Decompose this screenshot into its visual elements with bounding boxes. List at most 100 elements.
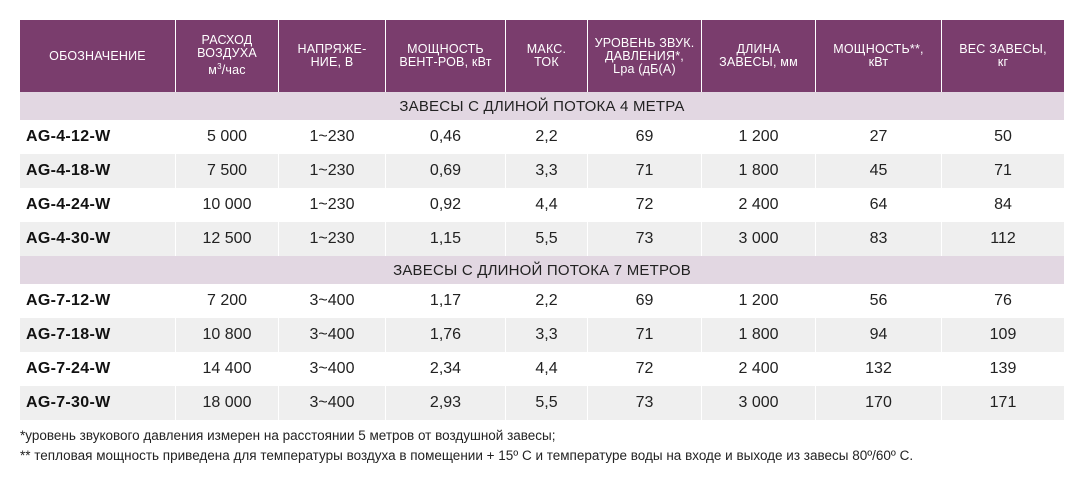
table-cell: 56 — [816, 284, 942, 318]
table-cell: 3~400 — [279, 386, 386, 420]
column-header-max-current: МАКС. ТОК — [506, 20, 588, 92]
table-cell: 7 200 — [176, 284, 279, 318]
table-cell: 83 — [816, 222, 942, 256]
table-cell: 3~400 — [279, 318, 386, 352]
table-cell: 3,3 — [506, 154, 588, 188]
table-cell: 1 200 — [702, 120, 816, 154]
table-cell: 1,15 — [386, 222, 506, 256]
table-cell: 3 000 — [702, 222, 816, 256]
table-cell: 3~400 — [279, 352, 386, 386]
table-cell: 1,76 — [386, 318, 506, 352]
table-header-row: ОБОЗНАЧЕНИЕ РАСХОД ВОЗДУХА м3/час НАПРЯЖ… — [20, 20, 1064, 92]
table-cell: 71 — [588, 154, 702, 188]
group-header-row: ЗАВЕСЫ С ДЛИНОЙ ПОТОКА 4 МЕТРА — [20, 92, 1064, 120]
table-row: AG-4-18-W 7 500 1~230 0,69 3,3 71 1 800 45 71 — [20, 154, 1064, 188]
table-cell: 50 — [994, 128, 1012, 145]
column-header-weight: ВЕС ЗАВЕСЫ, кг — [942, 20, 1064, 92]
table-cell: 64 — [816, 188, 942, 222]
column-header-curtain-length: ДЛИНА ЗАВЕСЫ, мм — [702, 20, 816, 92]
header-text: НИЕ, В — [310, 55, 354, 69]
table-cell: 1~230 — [279, 120, 386, 154]
header-text: ВЕС ЗАВЕСЫ, — [959, 42, 1047, 56]
header-text: МОЩНОСТЬ — [407, 42, 484, 56]
table-cell: 1 800 — [702, 318, 816, 352]
table-cell: 1 200 — [702, 284, 816, 318]
table-cell: 12 500 — [176, 222, 279, 256]
footnote-sound-level: *уровень звукового давления измерен на р… — [20, 428, 556, 443]
table-cell: 170 — [816, 386, 942, 420]
table-cell: 94 — [816, 318, 942, 352]
table-cell: 69 — [588, 120, 702, 154]
table-cell: 5 000 — [176, 120, 279, 154]
table-cell: 3,3 — [506, 318, 588, 352]
table-cell: 2 400 — [702, 352, 816, 386]
table-cell: 132 — [816, 352, 942, 386]
table-cell: 72 — [588, 352, 702, 386]
header-text: Lpa (дБ(А) — [613, 61, 676, 76]
table-cell: 1,17 — [386, 284, 506, 318]
header-text: ДАВЛЕНИЯ*, — [605, 48, 684, 63]
header-text: ДЛИНА — [736, 42, 781, 56]
column-header-sound-level: УРОВЕНЬ ЗВУК. ДАВЛЕНИЯ*, Lpa (дБ(А) — [588, 20, 702, 92]
header-text: ВЕНТ-РОВ, кВт — [399, 55, 492, 69]
table-row: AG-7-18-W 10 800 3~400 1,76 3,3 71 1 800 94 109 — [20, 318, 1064, 352]
header-text: МОЩНОСТЬ**, — [833, 42, 924, 56]
table-row: AG-4-24-W 10 000 1~230 0,92 4,4 72 2 400 64 84 — [20, 188, 1064, 222]
table-cell: 2,93 — [386, 386, 506, 420]
header-text: ЗАВЕСЫ, мм — [719, 55, 798, 69]
table-row: AG-4-12-W 5 000 1~230 0,46 2,2 69 1 200 27 50 — [20, 120, 1064, 154]
footnotes: *уровень звукового давления измерен на р… — [20, 426, 1080, 466]
table-cell: 1~230 — [279, 222, 386, 256]
table-cell: 5,5 — [506, 386, 588, 420]
header-text: кг — [997, 55, 1009, 69]
model-name-cell: AG-7-18-W — [20, 318, 176, 352]
model-name-cell: AG-4-30-W — [20, 222, 176, 256]
table-cell: 1~230 — [279, 154, 386, 188]
table-row: AG-4-30-W 12 500 1~230 1,15 5,5 73 3 000 83 112 — [20, 222, 1064, 256]
table-cell: 18 000 — [176, 386, 279, 420]
table-cell: 3~400 — [279, 284, 386, 318]
column-header-fan-power: МОЩНОСТЬ ВЕНТ-РОВ, кВт — [386, 20, 506, 92]
table-cell: 5,5 — [506, 222, 588, 256]
table-cell: 71 — [588, 318, 702, 352]
header-text: /час — [221, 63, 246, 78]
table-cell: 2,2 — [506, 120, 588, 154]
group-title: ЗАВЕСЫ С ДЛИНОЙ ПОТОКА 4 МЕТРА — [20, 92, 1064, 120]
header-superscript: 3 — [217, 62, 222, 72]
table-cell: 4,4 — [506, 352, 588, 386]
table-cell: 7 500 — [176, 154, 279, 188]
table-cell: 0,69 — [386, 154, 506, 188]
header-text: УРОВЕНЬ ЗВУК. — [594, 35, 695, 50]
table-cell: 3 000 — [702, 386, 816, 420]
table-cell: 2,34 — [386, 352, 506, 386]
model-name-cell: AG-4-24-W — [20, 188, 176, 222]
header-text: ВОЗДУХА — [197, 46, 257, 61]
table-cell: 14 400 — [176, 352, 279, 386]
footnote-heat-power: ** тепловая мощность приведена для темпе… — [20, 448, 914, 463]
table-cell: 4,4 — [506, 188, 588, 222]
table-cell: 0,46 — [386, 120, 506, 154]
model-name-cell: AG-4-12-W — [20, 120, 176, 154]
model-name-cell: AG-7-12-W — [20, 284, 176, 318]
specification-table: ОБОЗНАЧЕНИЕ РАСХОД ВОЗДУХА м3/час НАПРЯЖ… — [20, 20, 1064, 420]
table-cell: 139 — [989, 360, 1017, 377]
table-cell: 27 — [816, 120, 942, 154]
header-text: ОБОЗНАЧЕНИЕ — [49, 48, 146, 63]
table-cell: 72 — [588, 188, 702, 222]
table-cell: 2,2 — [506, 284, 588, 318]
header-text: НАПРЯЖЕ- — [297, 42, 367, 56]
table-cell: 71 — [942, 154, 1064, 188]
header-text: м — [208, 63, 218, 78]
table-row: AG-7-24-W 14 400 3~400 2,34 4,4 72 2 400 132 139 — [20, 352, 1064, 386]
table-row: AG-7-30-W 18 000 3~400 2,93 5,5 73 3 000 170 171 — [20, 386, 1064, 420]
table-cell: 76 — [994, 292, 1012, 309]
column-header-heat-power: МОЩНОСТЬ**, кВт — [816, 20, 942, 92]
table-cell: 10 800 — [176, 318, 279, 352]
table-cell: 73 — [588, 386, 702, 420]
header-text: ТОК — [534, 55, 559, 69]
group-title: ЗАВЕСЫ С ДЛИНОЙ ПОТОКА 7 МЕТРОВ — [20, 256, 1064, 284]
table-cell: 45 — [816, 154, 942, 188]
table-cell: 171 — [942, 386, 1064, 420]
group-header-row: ЗАВЕСЫ С ДЛИНОЙ ПОТОКА 7 МЕТРОВ — [20, 256, 1064, 284]
table-cell: 112 — [942, 222, 1064, 256]
